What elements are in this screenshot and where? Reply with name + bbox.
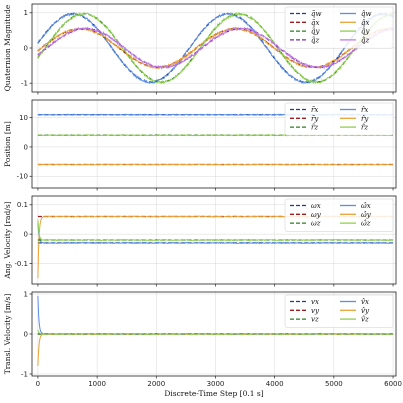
panel-2: -10 0 10 Position [m] r̃x r̂x r̃y r̂y r̃z r̂z	[3, 99, 397, 191]
legend-frame	[284, 6, 394, 49]
y-axis-label: Ang. Velocity [rad/s]	[3, 201, 12, 279]
y-tick-label: -10	[17, 173, 28, 181]
y-tick-label: -1	[21, 370, 28, 378]
series-line-6	[37, 11, 394, 85]
series-line-4	[37, 26, 394, 70]
x-tick-label: 1000	[88, 380, 106, 388]
y-tick-label: -1	[21, 80, 28, 88]
panel-4: -1 0 1 0 1000 2000 3000 4000 5000 6000 Transl. Vel…	[3, 290, 402, 398]
x-tick-label: 6000	[384, 380, 402, 388]
legend-label: q̃z	[311, 35, 319, 44]
legend-label: ωx	[311, 202, 321, 210]
series-line-6	[37, 219, 393, 242]
y-tick-label: 0	[24, 231, 28, 239]
y-tick-label: 0	[24, 44, 28, 52]
x-tick-label: 0	[36, 380, 40, 388]
y-tick-label: 0	[24, 143, 28, 151]
plot-area	[37, 295, 394, 367]
plot-area	[37, 11, 394, 85]
y-tick-label: 0.1	[17, 201, 28, 209]
legend-label: v̂x	[361, 297, 369, 306]
legend-label: r̂z	[361, 123, 368, 132]
legend-label: q̂y	[361, 27, 370, 36]
series-line-2	[37, 222, 394, 245]
x-tick-label: 4000	[266, 380, 284, 388]
series-line-2	[37, 12, 394, 84]
legend-frame	[284, 198, 394, 232]
legend-label: ω̂y	[361, 210, 372, 219]
y-axis-label: Quaternion Magnitude	[3, 4, 12, 91]
legend-label: v̂y	[361, 306, 370, 315]
axes-frame	[31, 195, 397, 285]
legend-label: vy	[311, 307, 320, 315]
legend: ωx ω̂x ωy ω̂y ωz ω̂z	[284, 198, 394, 232]
legend-label: r̂y	[361, 114, 369, 123]
legend-label: ω̂x	[361, 201, 371, 210]
y-tick-label: -0.1	[14, 260, 28, 268]
y-axis-label: Position [m]	[3, 121, 12, 167]
legend-label: r̃y	[311, 114, 319, 123]
legend-label: q̂w	[361, 9, 371, 18]
legend-label: q̃y	[311, 27, 320, 36]
x-tick-label: 3000	[207, 380, 225, 388]
legend-label: r̃x	[311, 105, 318, 114]
x-axis-label: Discrete-Time Step [0.1 s]	[164, 389, 263, 398]
legend-label: r̃z	[311, 123, 318, 132]
legend-label: ωy	[311, 211, 322, 219]
legend-frame	[284, 102, 394, 136]
legend-frame	[284, 294, 394, 328]
legend-label: ω̂z	[361, 219, 371, 228]
axes-frame	[31, 99, 397, 189]
series-line-8	[37, 26, 394, 70]
y-tick-label: 10	[19, 114, 28, 122]
legend-label: vz	[311, 316, 319, 324]
y-tick-label: 1	[24, 9, 28, 17]
y-axis-label: Transl. Velocity [m/s]	[3, 294, 12, 375]
legend-label: q̃x	[311, 18, 319, 27]
y-tick-label: 0	[24, 330, 28, 338]
legend-label: v̂z	[361, 315, 369, 324]
legend: vx v̂x vy v̂y vz v̂z	[284, 294, 394, 328]
legend: q̃w q̂w q̃x q̂x q̃y q̂y q̃z q̂z	[284, 6, 394, 49]
legend-label: q̂x	[361, 18, 369, 27]
legend-label: r̂x	[361, 105, 368, 114]
legend: r̃x r̂x r̃y r̂y r̃z r̂z	[284, 102, 394, 136]
y-tick-label: 1	[24, 290, 28, 298]
series-line-4	[37, 163, 394, 166]
legend-label: q̃w	[311, 9, 321, 18]
legend-label: ωz	[311, 220, 321, 228]
x-tick-label: 2000	[147, 380, 165, 388]
series-line-6	[37, 329, 394, 336]
x-tick-label: 5000	[325, 380, 343, 388]
legend-label: vx	[311, 298, 319, 306]
legend-label: q̂z	[361, 35, 369, 44]
